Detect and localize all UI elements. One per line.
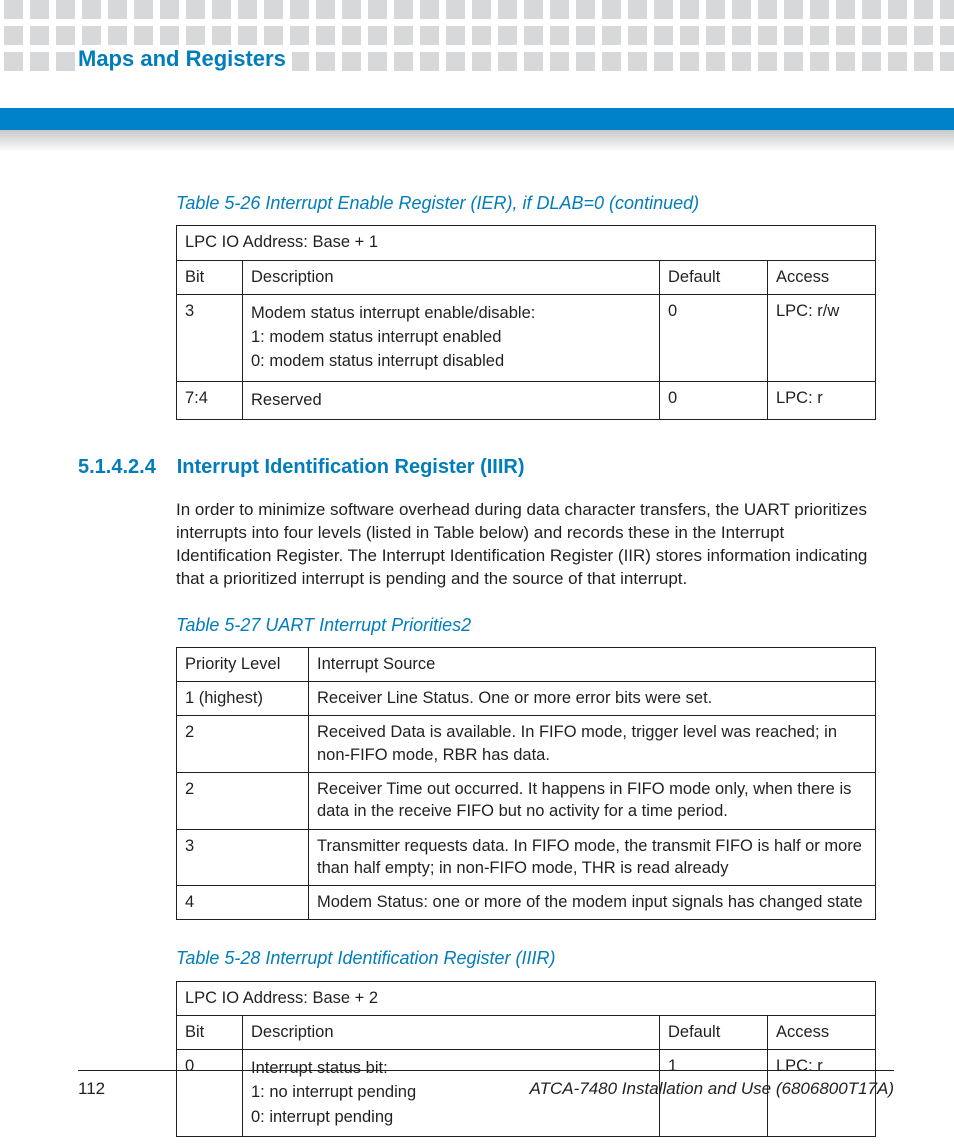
header-blue-bar (0, 108, 954, 130)
table-cell: 3 (177, 829, 309, 886)
section-number: 5.1.4.2.4 (78, 454, 172, 481)
table-28-col: Access (768, 1015, 876, 1049)
section-body: In order to minimize software overhead d… (176, 499, 876, 591)
page-footer: 112 ATCA-7480 Installation and Use (6806… (78, 1070, 894, 1099)
table-28-col: Default (660, 1015, 768, 1049)
table-cell: Receiver Line Status. One or more error … (309, 682, 876, 716)
table-cell: Receiver Time out occurred. It happens i… (309, 773, 876, 830)
table-26-col: Description (243, 260, 660, 294)
table-26-col: Default (660, 260, 768, 294)
table-28-addr: LPC IO Address: Base + 2 (177, 981, 876, 1015)
page-header-title: Maps and Registers (78, 46, 292, 72)
table-cell: 4 (177, 886, 309, 920)
table-28: LPC IO Address: Base + 2 BitDescriptionD… (176, 981, 876, 1137)
doc-title: ATCA-7480 Installation and Use (6806800T… (530, 1079, 894, 1099)
table-cell: 0 (660, 294, 768, 381)
table-27-caption: Table 5-27 UART Interrupt Priorities2 (176, 613, 876, 637)
table-cell: Transmitter requests data. In FIFO mode,… (309, 829, 876, 886)
table-cell: Received Data is available. In FIFO mode… (309, 716, 876, 773)
table-cell: Reserved (243, 381, 660, 419)
table-cell: 0 (660, 381, 768, 419)
table-cell: 2 (177, 773, 309, 830)
table-26-col: Bit (177, 260, 243, 294)
table-27: Priority LevelInterrupt Source 1 (highes… (176, 647, 876, 920)
table-cell: Modem status interrupt enable/disable:1:… (243, 294, 660, 381)
table-27-col: Priority Level (177, 647, 309, 681)
table-cell: 7:4 (177, 381, 243, 419)
table-26-addr: LPC IO Address: Base + 1 (177, 226, 876, 260)
header-grey-bevel (0, 130, 954, 152)
table-26-col: Access (768, 260, 876, 294)
section-title: Interrupt Identification Register (IIIR) (177, 456, 525, 478)
table-28-caption: Table 5-28 Interrupt Identification Regi… (176, 946, 876, 970)
table-cell: 2 (177, 716, 309, 773)
table-cell: LPC: r/w (768, 294, 876, 381)
table-cell: 1 (highest) (177, 682, 309, 716)
page-number: 112 (78, 1079, 105, 1099)
table-27-col: Interrupt Source (309, 647, 876, 681)
table-cell: Modem Status: one or more of the modem i… (309, 886, 876, 920)
table-26-caption: Table 5-26 Interrupt Enable Register (IE… (176, 191, 876, 215)
table-cell: 3 (177, 294, 243, 381)
table-cell: LPC: r (768, 381, 876, 419)
table-28-col: Description (243, 1015, 660, 1049)
table-28-col: Bit (177, 1015, 243, 1049)
table-26: LPC IO Address: Base + 1 BitDescriptionD… (176, 225, 876, 420)
